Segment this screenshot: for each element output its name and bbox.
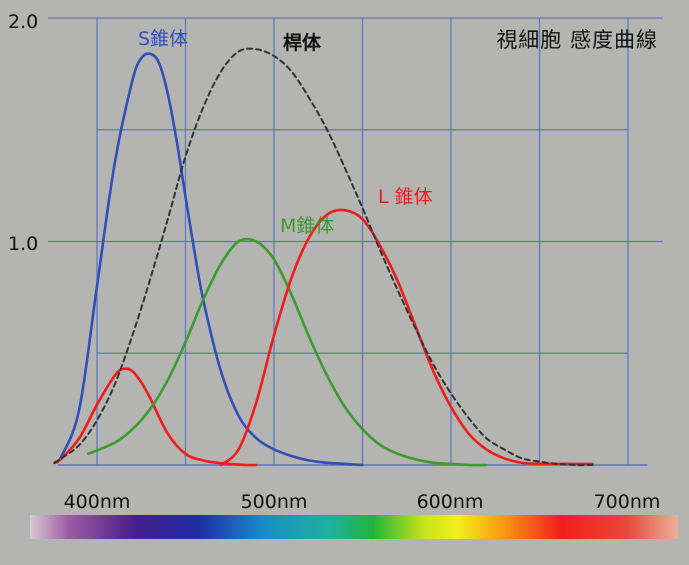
series-line-1 (53, 367, 258, 467)
series-line-4 (53, 47, 594, 467)
series-line-2 (86, 237, 488, 467)
series-label-m-cone: M錐体 (280, 215, 334, 237)
x-tick-label: 600nm (417, 491, 484, 513)
x-tick-label: 400nm (64, 491, 131, 513)
series-label-s-cone: S錐体 (138, 28, 188, 50)
y-tick-label: 1.0 (8, 233, 38, 255)
series-curves (53, 47, 594, 467)
series-label-l-cone: L 錐体 (378, 186, 433, 208)
series-line-0 (53, 52, 364, 467)
series-line-3 (219, 208, 594, 467)
x-tick-label: 700nm (594, 491, 661, 513)
x-tick-label: 500nm (241, 491, 308, 513)
visible-spectrum-bar (30, 515, 678, 539)
grid-lines (48, 17, 663, 466)
y-tick-label: 2.0 (8, 11, 38, 33)
chart-title: 視細胞 感度曲線 (496, 28, 658, 52)
series-label-rod: 桿体 (283, 31, 322, 54)
